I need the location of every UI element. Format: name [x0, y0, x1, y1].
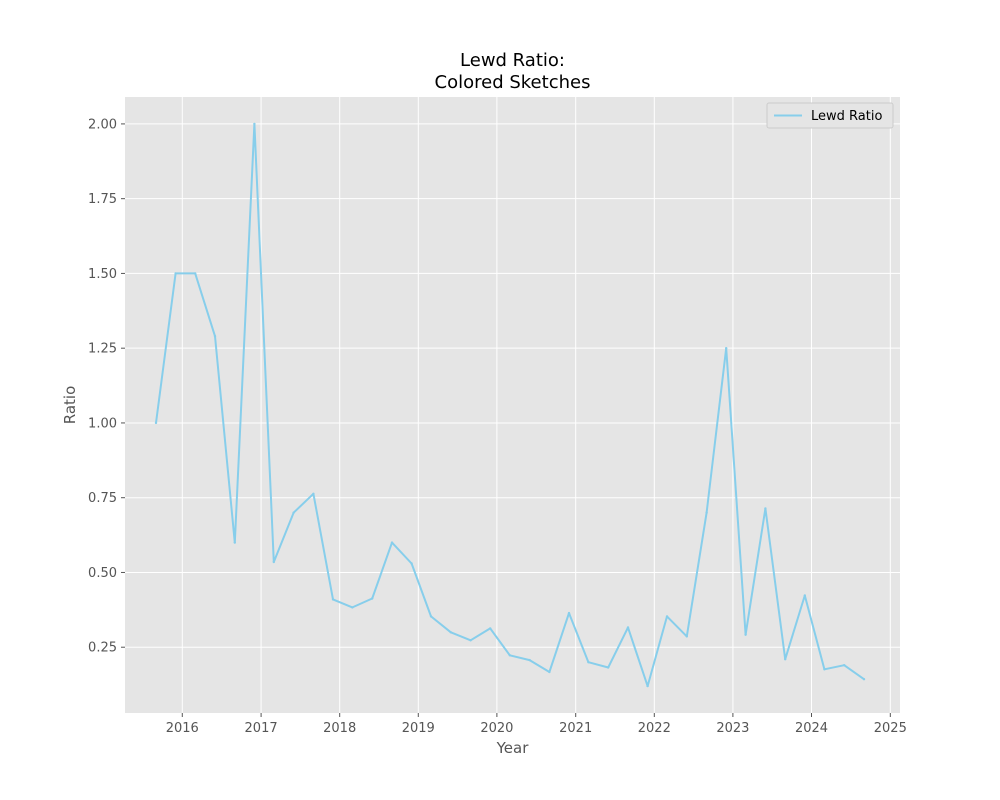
series-layer	[154, 122, 866, 688]
x-tick-label: 2022	[638, 721, 671, 736]
data-point	[194, 272, 197, 275]
data-point	[725, 347, 728, 350]
grid-lines	[125, 97, 900, 713]
data-point	[174, 272, 177, 275]
data-point	[331, 598, 335, 601]
data-point	[292, 511, 295, 514]
y-tick-label: 1.25	[88, 342, 117, 357]
data-point	[371, 597, 374, 600]
y-tick-label: 0.50	[88, 566, 117, 581]
y-tick-label: 0.75	[88, 491, 117, 506]
data-point	[548, 670, 551, 674]
data-point	[429, 615, 433, 618]
plot-area	[125, 97, 900, 713]
data-point	[469, 639, 472, 642]
x-tick-label: 2017	[245, 721, 278, 736]
x-tick-label: 2020	[480, 721, 513, 736]
data-point	[567, 611, 571, 615]
x-tick-label: 2024	[795, 721, 828, 736]
x-axis-label: Year	[496, 739, 530, 757]
legend-box	[766, 102, 894, 129]
x-tick-label: 2023	[716, 721, 749, 736]
data-point	[312, 492, 315, 495]
data-point	[272, 560, 275, 564]
axes: 2016 2017 2018 2019 2020 2021 2022 2023 2024 2025…	[88, 117, 907, 736]
data-point	[351, 606, 354, 609]
data-point	[823, 668, 826, 671]
data-point	[390, 541, 394, 544]
data-point	[213, 335, 217, 338]
data-point	[665, 615, 669, 618]
data-point	[508, 654, 511, 657]
data-point	[410, 562, 413, 565]
data-point	[528, 658, 531, 662]
legend-label: Lewd Ratio	[811, 109, 882, 124]
data-point	[154, 421, 158, 425]
legend: Lewd Ratio	[766, 102, 894, 129]
data-point	[862, 678, 866, 681]
data-point	[233, 541, 236, 544]
data-point	[646, 684, 649, 688]
data-point	[626, 626, 630, 629]
x-tick-label: 2018	[323, 721, 356, 736]
data-point	[784, 658, 787, 661]
data-point	[843, 664, 846, 667]
y-tick-label: 1.00	[88, 416, 117, 431]
data-point	[607, 666, 610, 669]
data-point	[489, 627, 492, 630]
data-point	[744, 633, 747, 636]
y-tick-label: 2.00	[88, 117, 117, 132]
data-point	[449, 631, 452, 634]
x-tick-label: 2019	[402, 721, 435, 736]
x-tick-label: 2025	[874, 721, 907, 736]
chart-title-line-2: Colored Sketches	[435, 72, 591, 93]
y-tick-label: 0.25	[88, 641, 117, 656]
data-point	[587, 661, 590, 664]
x-tick-label: 2021	[559, 721, 592, 736]
chart-title-line-1: Lewd Ratio:	[460, 50, 565, 71]
data-point	[685, 635, 688, 638]
data-point	[803, 594, 806, 597]
data-point	[253, 122, 256, 126]
y-tick-label: 1.75	[88, 192, 117, 207]
y-tick-label: 1.50	[88, 267, 117, 282]
data-point	[705, 511, 708, 514]
y-axis-label: Ratio	[61, 386, 79, 425]
x-tick-label: 2016	[166, 721, 199, 736]
data-point	[764, 507, 767, 510]
